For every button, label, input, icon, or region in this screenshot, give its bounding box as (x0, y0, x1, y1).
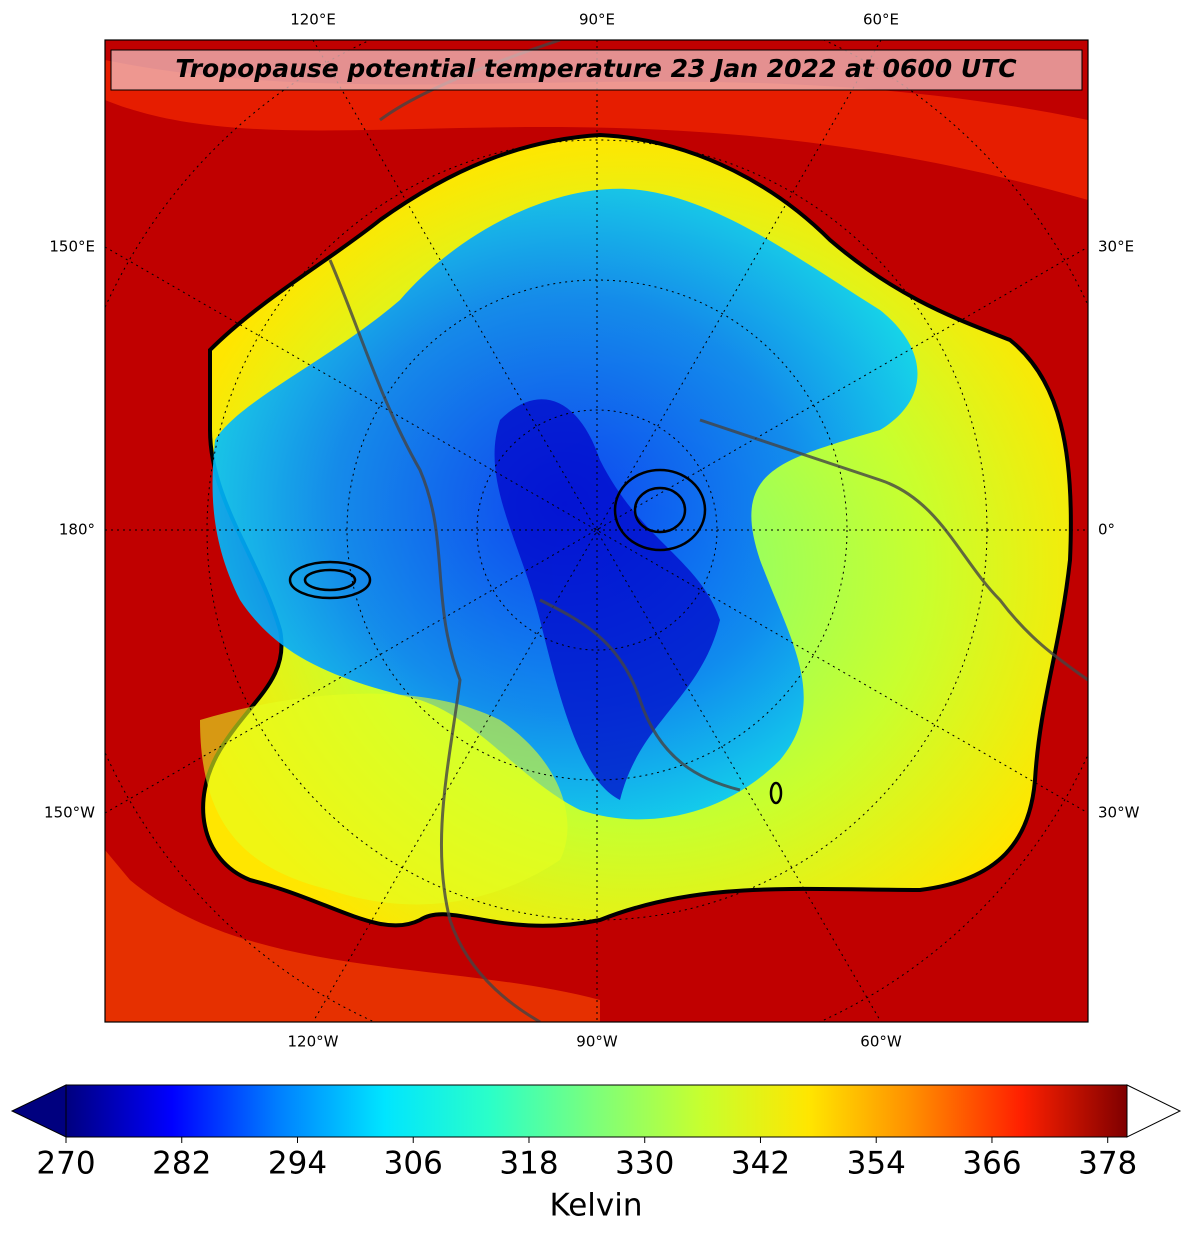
colorbar-over (1126, 1084, 1182, 1138)
colorbar-tick-label: 318 (499, 1146, 558, 1182)
colorbar-tick-label: 378 (1078, 1146, 1137, 1182)
map-field (105, 40, 1088, 1022)
geo-label: 180° (59, 521, 95, 539)
colorbar: 270 282 294 306 318 330 342 354 366 378 (10, 1084, 1182, 1182)
warm-band (105, 60, 1088, 200)
geo-label: 30°W (1098, 804, 1140, 822)
geo-label: 120°E (290, 11, 336, 29)
colorbar-tick-label: 342 (731, 1146, 790, 1182)
colorbar-tick-label: 306 (384, 1146, 443, 1182)
colorbar-label: Kelvin (549, 1188, 642, 1224)
colorbar-under (10, 1084, 67, 1138)
geo-label: 90°W (576, 1033, 618, 1051)
colorbar-tick-label: 354 (847, 1146, 906, 1182)
geo-label: 90°E (579, 11, 615, 29)
geo-label: 60°W (860, 1033, 902, 1051)
colorbar-tick-label: 294 (268, 1146, 327, 1182)
colorbar-tick-label: 330 (615, 1146, 674, 1182)
colorbar-body (65, 1084, 1128, 1138)
colorbar-tick-label: 270 (36, 1146, 95, 1182)
title: Tropopause potential temperature 23 Jan … (175, 54, 1017, 83)
geo-label: 0° (1098, 521, 1115, 539)
warm-band (105, 850, 600, 1022)
colorbar-tick-label: 366 (962, 1146, 1021, 1182)
map-frame (104, 39, 1089, 1023)
pressure-contours (288, 468, 783, 805)
warm-region (200, 693, 568, 905)
geo-label: 30°E (1098, 238, 1134, 256)
geo-label: 120°W (288, 1033, 339, 1051)
geo-label: 150°W (44, 804, 95, 822)
title-box (110, 49, 1083, 91)
geo-label: 60°E (863, 11, 899, 29)
graticule (105, 40, 1088, 1022)
geo-label: 150°E (49, 238, 95, 256)
cold-core (494, 399, 720, 800)
colorbar-tick-label: 282 (152, 1146, 211, 1182)
